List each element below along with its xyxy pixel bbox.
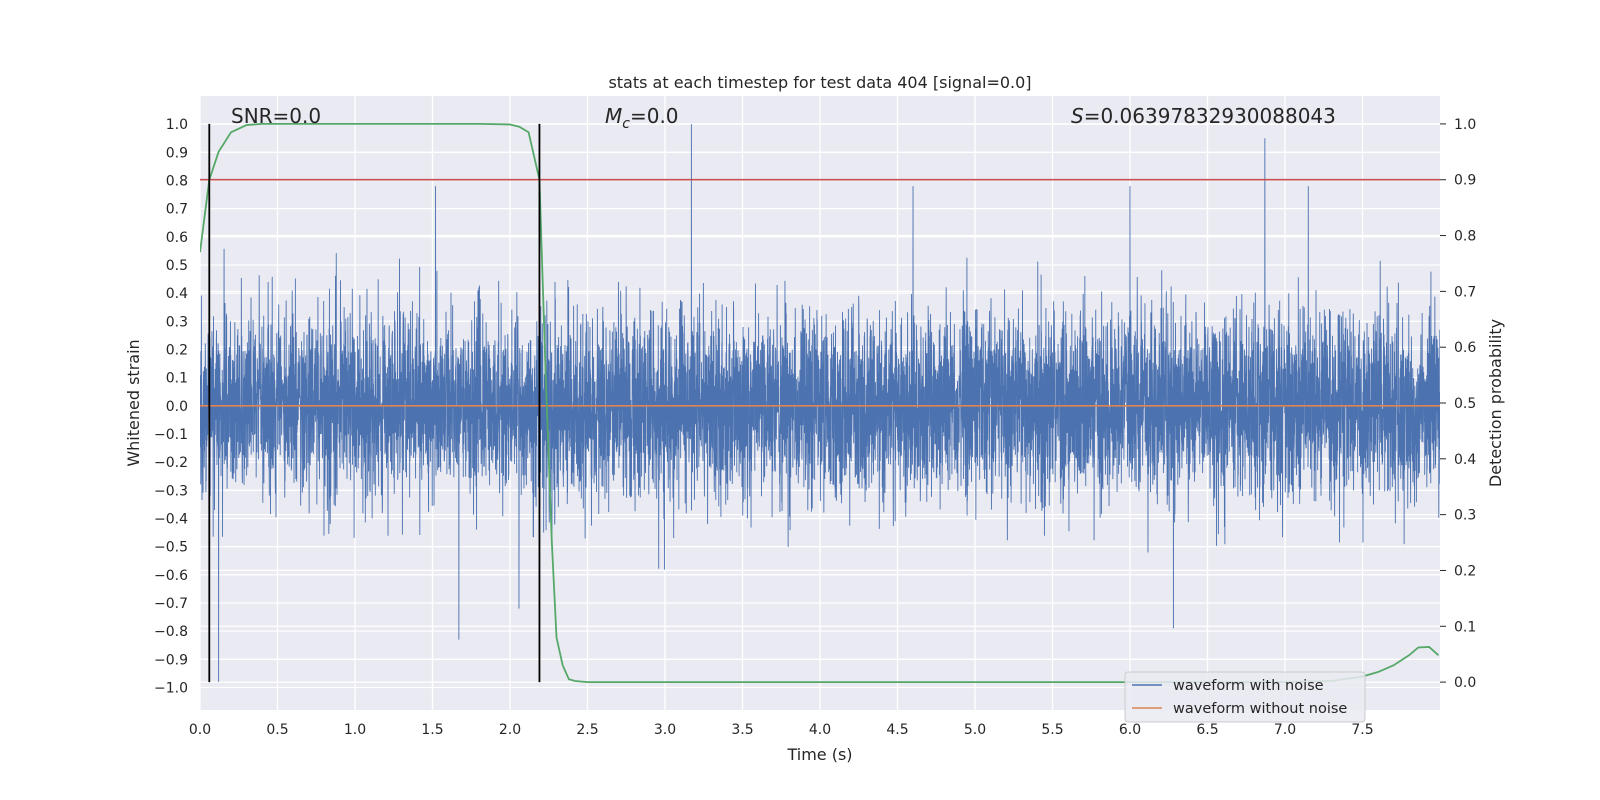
y2-tick-label: 0.9 bbox=[1454, 173, 1476, 189]
y2-tick-label: 0.3 bbox=[1454, 508, 1476, 524]
y2-tick-label: 0.2 bbox=[1454, 563, 1476, 579]
y-tick-label: 0.0 bbox=[166, 399, 188, 415]
y2-tick-label: 0.4 bbox=[1454, 452, 1476, 468]
vertical-markers bbox=[208, 123, 541, 683]
y-tick-label: −1.0 bbox=[154, 680, 188, 696]
y-tick-label: 0.3 bbox=[166, 314, 188, 330]
statistic-symbol: S bbox=[1071, 104, 1084, 128]
y-tick-label: 0.4 bbox=[166, 286, 188, 302]
y-tick-label: −0.4 bbox=[154, 511, 188, 527]
x-tick-label: 2.0 bbox=[499, 722, 521, 738]
x-tick-label: 0.0 bbox=[189, 722, 211, 738]
y-tick-label: 0.6 bbox=[166, 230, 188, 246]
y-tick-label: −0.3 bbox=[154, 483, 188, 499]
legend-label-waveform-with-noise: waveform with noise bbox=[1173, 678, 1324, 694]
snr-annotation: SNR=0.0 bbox=[231, 104, 321, 128]
x-tick-label: 4.5 bbox=[886, 722, 908, 738]
y2-tick-label: 0.0 bbox=[1454, 675, 1476, 691]
legend-box bbox=[1124, 671, 1366, 723]
y-axis-label: Whitened strain bbox=[124, 339, 143, 466]
y-tick-label: −0.2 bbox=[154, 455, 188, 471]
y2-tick-label: 0.1 bbox=[1454, 619, 1476, 635]
x-tick-label: 3.0 bbox=[654, 722, 676, 738]
x-tick-label: 5.5 bbox=[1041, 722, 1063, 738]
x-tick-label: 6.5 bbox=[1196, 722, 1218, 738]
y-tick-label: 0.1 bbox=[166, 371, 188, 387]
y-tick-label: −0.6 bbox=[154, 568, 188, 584]
y2-tick-label: 0.7 bbox=[1454, 284, 1476, 300]
x-tick-label: 0.5 bbox=[266, 722, 288, 738]
y-tick-label: −0.9 bbox=[154, 652, 188, 668]
x-tick-label: 2.5 bbox=[576, 722, 598, 738]
y2-tick-label: 0.6 bbox=[1454, 340, 1476, 356]
x-axis-ticks: 0.0 0.5 1.0 1.5 2.0 2.5 3.0 3.5 4.0 4.5 5.0 5.5 6.0 6… bbox=[189, 722, 1374, 738]
chirp-mass-symbol: M bbox=[605, 104, 622, 128]
legend: waveform with noise waveform without noi… bbox=[1124, 671, 1366, 723]
y-tick-label: 0.7 bbox=[166, 202, 188, 218]
x-tick-label: 3.5 bbox=[731, 722, 753, 738]
y2-axis-ticks: 0.0 0.1 0.2 0.3 0.4 0.5 0.6 0.7 0.8 0.9 1.0 bbox=[1440, 117, 1476, 691]
statistic-value: =0.06397832930088043 bbox=[1084, 104, 1336, 128]
y-tick-label: −0.7 bbox=[154, 596, 188, 612]
y-tick-label: −0.1 bbox=[154, 427, 188, 443]
x-tick-label: 4.0 bbox=[809, 722, 831, 738]
y2-tick-label: 1.0 bbox=[1454, 117, 1476, 133]
y2-tick-label: 0.5 bbox=[1454, 396, 1476, 412]
legend-label-waveform-without-noise: waveform without noise bbox=[1173, 701, 1347, 717]
x-tick-label: 1.0 bbox=[344, 722, 366, 738]
y-tick-label: 1.0 bbox=[166, 117, 188, 133]
chirp-mass-subscript: c bbox=[622, 116, 630, 132]
chirp-mass-annotation: Mc=0.0 bbox=[605, 104, 679, 132]
x-tick-label: 7.0 bbox=[1274, 722, 1296, 738]
x-tick-label: 6.0 bbox=[1119, 722, 1141, 738]
y-tick-label: 0.8 bbox=[166, 173, 188, 189]
statistic-annotation: S=0.06397832930088043 bbox=[1071, 104, 1336, 128]
y-tick-label: 0.5 bbox=[166, 258, 188, 274]
chart-title: stats at each timestep for test data 404… bbox=[608, 73, 1031, 92]
y-tick-label: 0.2 bbox=[166, 342, 188, 358]
y2-tick-label: 0.8 bbox=[1454, 229, 1476, 245]
y-tick-label: −0.5 bbox=[154, 540, 188, 556]
y2-axis-label: Detection probability bbox=[1486, 319, 1505, 487]
x-tick-label: 7.5 bbox=[1351, 722, 1373, 738]
chirp-mass-value: =0.0 bbox=[630, 104, 679, 128]
x-axis-label: Time (s) bbox=[786, 745, 852, 764]
x-tick-label: 5.0 bbox=[964, 722, 986, 738]
waveform-with-noise-line bbox=[200, 124, 1440, 682]
y-axis-ticks: −1.0 −0.9 −0.8 −0.7 −0.6 −0.5 −0.4 −0.3 −0.2 −0.1… bbox=[154, 117, 188, 696]
y-tick-label: 0.9 bbox=[166, 145, 188, 161]
x-tick-label: 1.5 bbox=[421, 722, 443, 738]
y-tick-label: −0.8 bbox=[154, 624, 188, 640]
